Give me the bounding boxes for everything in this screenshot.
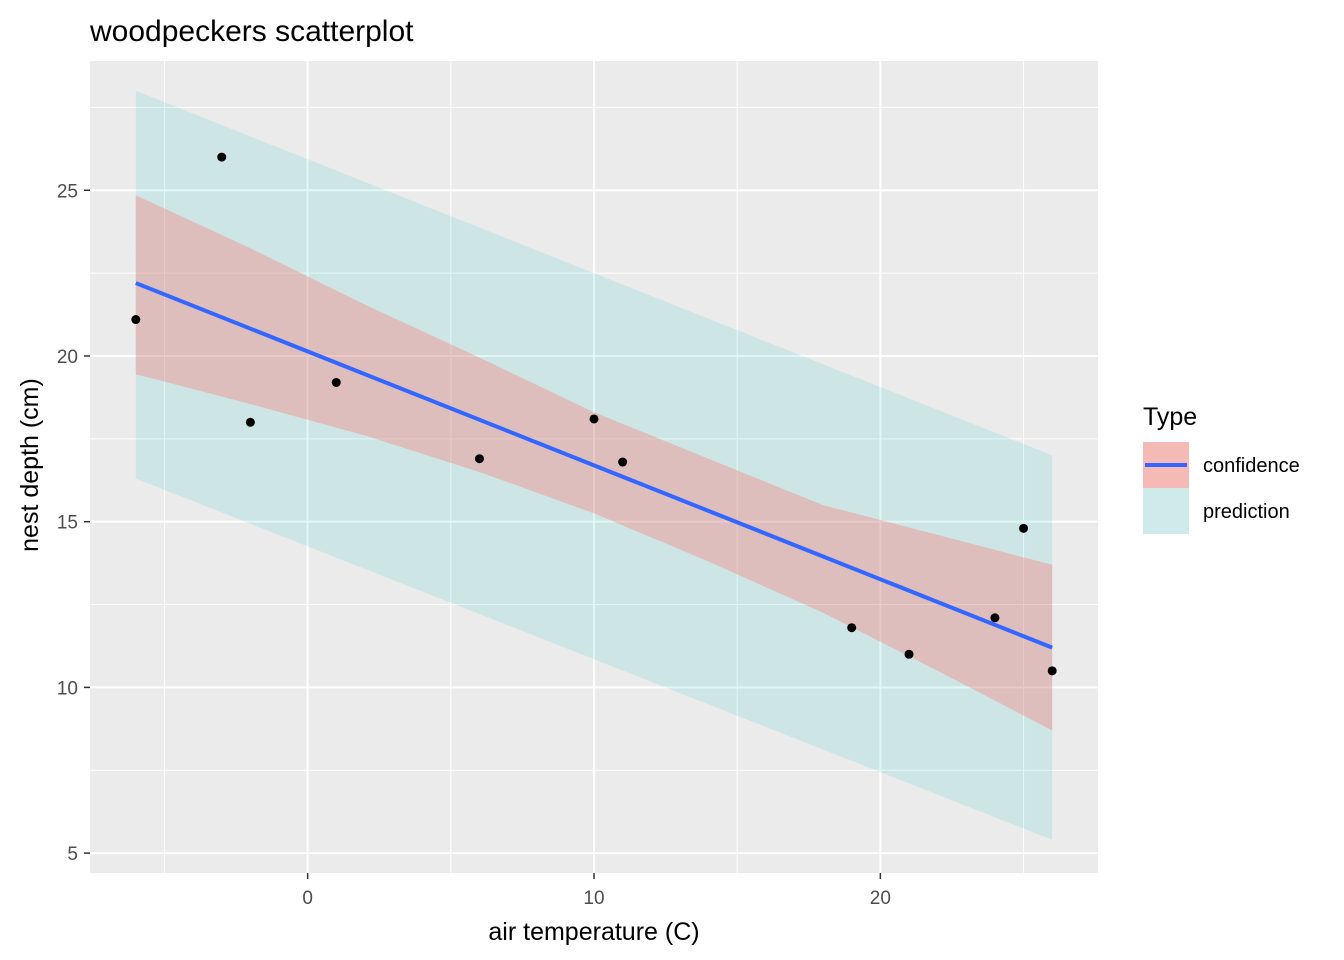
legend-title: Type [1143,403,1197,431]
data-point [1047,666,1057,676]
legend-key-prediction [1143,488,1189,534]
data-point [589,414,599,424]
legend-swatch-prediction [1143,488,1189,534]
regression-line [135,281,1053,650]
y-tick-label: 10 [57,678,78,699]
data-point [990,613,1000,623]
y-tick-label: 25 [57,181,78,202]
plot-panel [90,61,1098,873]
chart-title: woodpeckers scatterplot [89,15,414,48]
data-point [331,377,341,387]
y-axis-title: nest depth (cm) [16,378,44,552]
axes: 0 10 20 5 10 15 20 25 [57,181,891,909]
data-point [245,417,255,427]
data-point [618,457,628,467]
x-tick-label: 10 [583,888,604,909]
y-tick-label: 20 [57,347,78,368]
y-tick-label: 5 [67,844,78,865]
data-point [474,454,484,464]
legend-label-prediction: prediction [1203,501,1290,523]
x-tick-label: 20 [870,888,891,909]
data-point [217,152,227,162]
data-point [847,623,857,633]
legend-label-confidence: confidence [1203,455,1300,477]
data-point [904,649,914,659]
data-point [1019,523,1029,533]
x-axis-title: air temperature (C) [488,918,699,946]
data-point [131,315,141,325]
y-tick-label: 15 [57,513,78,534]
confidence-band [135,195,1053,731]
legend: Type confidence prediction [1143,403,1300,534]
x-tick-label: 0 [302,888,313,909]
